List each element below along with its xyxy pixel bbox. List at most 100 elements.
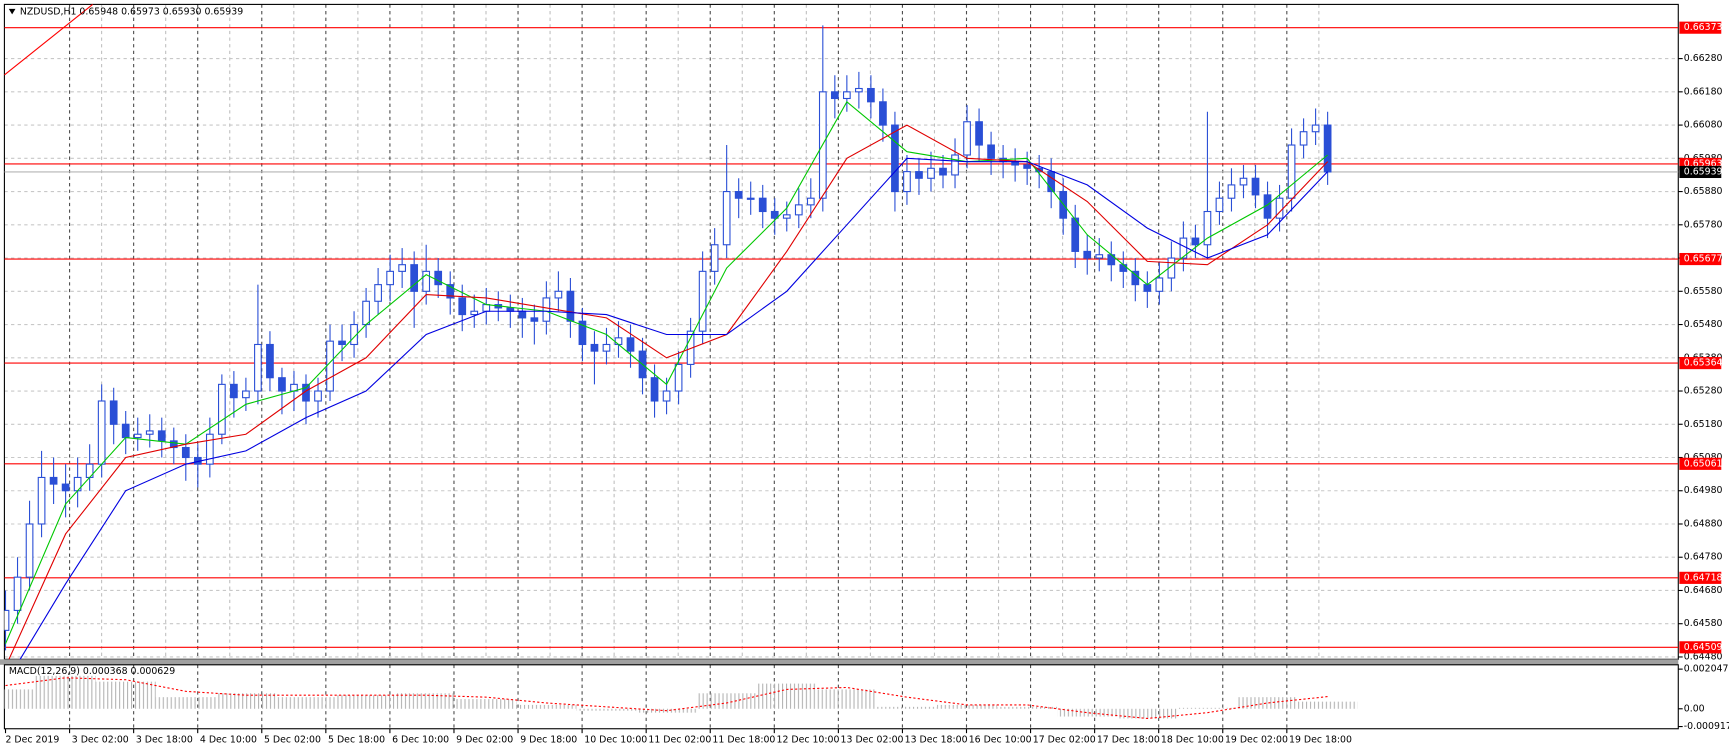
macd-bar bbox=[1177, 707, 1238, 709]
candle-body bbox=[1299, 131, 1308, 146]
level-label: 0.65364 bbox=[1684, 358, 1723, 369]
candle-body bbox=[1083, 250, 1092, 259]
level-label-box bbox=[1679, 457, 1722, 470]
candle-body bbox=[205, 433, 214, 465]
candle-body bbox=[939, 167, 947, 176]
candle-body bbox=[302, 383, 310, 402]
y-tick-label: 0.65580 bbox=[1684, 286, 1723, 297]
x-tick-label: 13 Dec 02:00 bbox=[841, 734, 904, 745]
y-tick-label: 0.65880 bbox=[1684, 186, 1723, 197]
x-tick-label: 11 Dec 02:00 bbox=[648, 734, 711, 745]
candle-body bbox=[650, 377, 659, 402]
macd-signal bbox=[5, 677, 1328, 720]
candle-body bbox=[614, 337, 623, 346]
y-tick-label: 0.64480 bbox=[1684, 651, 1723, 662]
level-label: 0.66373 bbox=[1684, 22, 1723, 33]
candle-body bbox=[578, 320, 587, 346]
x-tick-label: 19 Dec 02:00 bbox=[1225, 734, 1288, 745]
candle-body bbox=[1095, 254, 1104, 259]
y-tick-label: 0.66180 bbox=[1684, 86, 1723, 97]
macd-bar bbox=[1237, 697, 1298, 709]
candle-body bbox=[554, 290, 563, 299]
candle-body bbox=[746, 197, 755, 200]
y-tick-label: 0.64880 bbox=[1684, 518, 1723, 529]
level-label: 0.65061 bbox=[1684, 458, 1723, 469]
macd-title: MACD(12,26,9) 0.000368 0.000629 bbox=[9, 666, 175, 677]
candle-body bbox=[217, 383, 226, 435]
candle-body bbox=[121, 423, 130, 439]
x-tick-label: 17 Dec 18:00 bbox=[1097, 734, 1160, 745]
candle-body bbox=[326, 340, 334, 392]
candle-body bbox=[1071, 217, 1080, 252]
x-tick-label: 10 Dec 10:00 bbox=[584, 734, 647, 745]
candle-body bbox=[891, 124, 899, 193]
candle-body bbox=[266, 343, 274, 379]
candle-body bbox=[1239, 177, 1248, 186]
candle-body bbox=[242, 390, 250, 399]
y-tick-label: 0.64980 bbox=[1684, 485, 1723, 496]
panel-separator bbox=[0, 659, 1679, 665]
candle-body bbox=[109, 400, 118, 425]
level-label-box bbox=[1679, 641, 1722, 654]
macd-bar bbox=[576, 708, 637, 711]
candle-body bbox=[181, 446, 190, 459]
level-label: 0.64509 bbox=[1684, 642, 1723, 653]
candle-body bbox=[1143, 284, 1152, 292]
macd-bar bbox=[876, 706, 938, 709]
candle-body bbox=[97, 400, 106, 465]
macd-bar bbox=[336, 695, 397, 709]
level-label-box bbox=[1679, 357, 1722, 370]
candle-body bbox=[855, 87, 863, 93]
candle-body bbox=[37, 476, 46, 525]
y-tick-label: 0.66280 bbox=[1684, 53, 1723, 64]
y-tick-label: 0.65780 bbox=[1684, 219, 1723, 230]
x-tick-label: 6 Dec 10:00 bbox=[392, 734, 449, 745]
macd-bar bbox=[4, 689, 36, 709]
candle-body bbox=[1251, 177, 1260, 196]
moving-average bbox=[5, 100, 1328, 644]
candle-body bbox=[590, 343, 599, 352]
x-tick-label: 13 Dec 18:00 bbox=[905, 734, 968, 745]
moving-average bbox=[8, 124, 1329, 660]
y-tick-label: 0.65180 bbox=[1684, 419, 1723, 430]
macd-tick-label: 0.00 bbox=[1684, 703, 1705, 714]
chart-title: NZDUSD,H1 0.65948 0.65973 0.65930 0.6593… bbox=[20, 7, 243, 18]
candle-body bbox=[951, 154, 959, 176]
candle-body bbox=[13, 576, 22, 611]
candle-body bbox=[61, 483, 70, 492]
candle-body bbox=[518, 310, 527, 319]
x-tick-label: 16 Dec 10:00 bbox=[969, 734, 1032, 745]
y-tick-label: 0.64780 bbox=[1684, 552, 1723, 563]
macd-bar bbox=[1057, 708, 1118, 717]
candle-body bbox=[386, 270, 394, 286]
candle-body bbox=[1215, 197, 1224, 213]
level-label: 0.65963 bbox=[1684, 158, 1723, 169]
candle-body bbox=[157, 430, 166, 442]
candle-body bbox=[806, 197, 815, 206]
candle-body bbox=[879, 101, 887, 126]
candle-body bbox=[4, 609, 10, 631]
candle-body bbox=[915, 171, 923, 179]
candle-body bbox=[1047, 171, 1056, 193]
menu-triangle bbox=[8, 8, 16, 15]
candle-body bbox=[770, 210, 779, 219]
candle-body bbox=[278, 377, 286, 392]
macd-bar bbox=[937, 704, 998, 709]
macd-bar bbox=[456, 699, 517, 709]
x-tick-label: 17 Dec 02:00 bbox=[1033, 734, 1096, 745]
macd-bar bbox=[215, 693, 276, 709]
candle-body bbox=[398, 264, 407, 272]
candle-body bbox=[626, 337, 635, 352]
macd-bar bbox=[516, 704, 577, 709]
x-tick-label: 11 Dec 18:00 bbox=[712, 734, 775, 745]
y-tick-label: 0.66080 bbox=[1684, 120, 1723, 131]
moving-average bbox=[19, 157, 1329, 660]
macd-bar bbox=[816, 689, 877, 709]
x-tick-label: 5 Dec 02:00 bbox=[264, 734, 321, 745]
candle-body bbox=[782, 214, 791, 219]
candle-body bbox=[145, 430, 154, 435]
macd-bar bbox=[396, 693, 457, 709]
candle-body bbox=[842, 91, 851, 100]
candle-body bbox=[446, 284, 455, 299]
candle-body bbox=[686, 330, 695, 365]
